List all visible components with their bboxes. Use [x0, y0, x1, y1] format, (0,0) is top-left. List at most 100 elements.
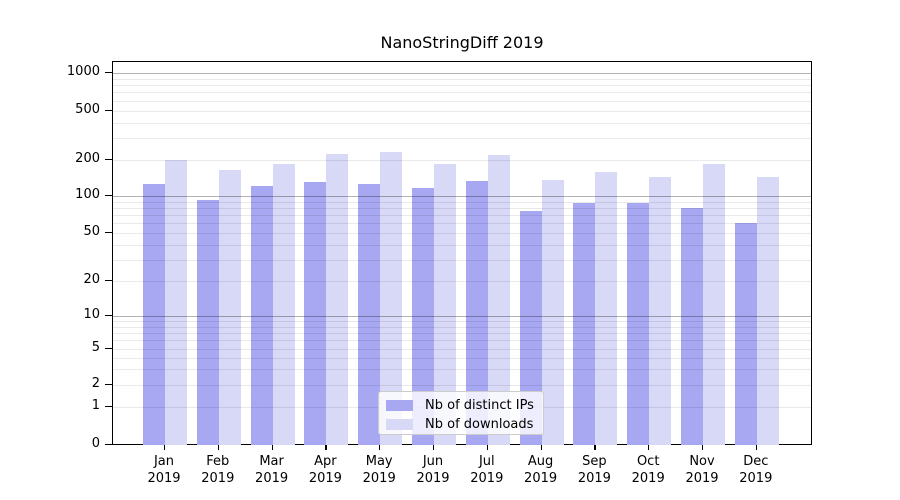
- bar-downloads-oct: [649, 177, 672, 445]
- legend-item-distinct-ips: Nb of distinct IPs: [386, 396, 543, 415]
- bar-downloads-dec: [756, 176, 779, 445]
- x-tick-mark-mar: [271, 445, 273, 450]
- x-tick-mark-feb: [217, 445, 219, 450]
- gridline-50: [113, 233, 811, 235]
- y-tick-label-50: 50: [83, 224, 100, 240]
- x-tick-mark-aug: [540, 445, 542, 450]
- y-tick-label-10: 10: [83, 306, 100, 322]
- x-tick-mark-oct: [648, 445, 650, 450]
- gridline-700: [113, 92, 811, 94]
- bar-distinct-ips-apr: [304, 182, 327, 445]
- y-tick-mark-50: [105, 232, 112, 234]
- gridline-40: [113, 244, 811, 246]
- x-tick-label-jul: Jul 2019: [470, 454, 504, 486]
- bar-downloads-nov: [703, 163, 725, 445]
- x-tick-mark-nov: [702, 445, 704, 450]
- gridline-300: [113, 138, 811, 140]
- x-tick-mark-apr: [325, 445, 327, 450]
- gridline-4: [113, 357, 811, 359]
- x-tick-mark-dec: [755, 445, 757, 450]
- gridline-2: [113, 385, 811, 386]
- gridline-10: [113, 315, 811, 317]
- y-tick-mark-500: [105, 109, 112, 111]
- gridline-60: [113, 223, 811, 225]
- plot-area: Nb of distinct IPs Nb of downloads: [112, 61, 812, 445]
- x-tick-mark-jun: [433, 445, 435, 450]
- gridline-400: [113, 122, 811, 124]
- y-tick-mark-5: [105, 348, 112, 350]
- legend-label-downloads: Nb of downloads: [425, 417, 534, 432]
- bar-downloads-jan: [165, 159, 187, 445]
- gridline-1000: [113, 73, 811, 74]
- gridline-800: [113, 85, 811, 87]
- bar-distinct-ips-jul: [465, 181, 488, 445]
- x-tick-label-feb: Feb 2019: [201, 454, 235, 486]
- x-tick-mark-sep: [594, 445, 596, 450]
- chart-title: NanoStringDiff 2019: [380, 33, 544, 52]
- gridline-90: [113, 201, 811, 203]
- y-tick-mark-10: [105, 314, 112, 316]
- gridline-80: [113, 208, 811, 209]
- legend-swatch-distinct-ips: [386, 400, 413, 411]
- x-tick-label-aug: Aug 2019: [524, 454, 558, 486]
- bar-distinct-ips-mar: [250, 185, 273, 445]
- gridline-9: [113, 320, 811, 322]
- gridline-70: [113, 215, 811, 217]
- y-tick-label-500: 500: [75, 101, 100, 117]
- bar-distinct-ips-oct: [627, 203, 650, 445]
- bar-distinct-ips-aug: [519, 210, 542, 445]
- gridline-6: [113, 340, 811, 342]
- y-tick-label-100: 100: [75, 187, 100, 202]
- x-tick-label-mar: Mar 2019: [255, 454, 289, 486]
- bar-distinct-ips-jan: [143, 184, 165, 445]
- legend: Nb of distinct IPs Nb of downloads: [378, 391, 544, 435]
- gridline-7: [113, 332, 811, 334]
- bar-distinct-ips-feb: [196, 200, 219, 445]
- bar-downloads-aug: [541, 179, 564, 445]
- y-tick-mark-100: [105, 195, 112, 197]
- y-tick-mark-20: [105, 279, 112, 281]
- x-tick-label-may: May 2019: [362, 454, 396, 486]
- bar-downloads-jun: [434, 164, 456, 445]
- bar-downloads-may: [380, 152, 403, 445]
- gridline-30: [113, 259, 811, 261]
- gridline-8: [113, 326, 811, 328]
- x-tick-mark-jan: [164, 445, 166, 450]
- gridline-5: [113, 349, 811, 351]
- x-tick-mark-may: [379, 445, 381, 450]
- x-tick-label-jan: Jan 2019: [147, 454, 181, 486]
- y-tick-mark-2: [105, 384, 112, 386]
- bar-downloads-feb: [218, 170, 241, 445]
- x-tick-label-nov: Nov 2019: [685, 454, 719, 486]
- y-tick-mark-0: [105, 443, 112, 445]
- y-tick-mark-200: [105, 158, 112, 160]
- x-tick-label-dec: Dec 2019: [739, 454, 773, 486]
- bar-downloads-mar: [272, 164, 295, 445]
- bar-distinct-ips-nov: [681, 208, 703, 445]
- bar-distinct-ips-may: [358, 183, 381, 445]
- bar-downloads-jul: [487, 155, 510, 445]
- gridline-600: [113, 100, 811, 102]
- y-tick-label-5: 5: [91, 340, 100, 356]
- bar-distinct-ips-dec: [734, 223, 757, 445]
- y-tick-label-1000: 1000: [66, 64, 100, 79]
- bar-distinct-ips-sep: [573, 203, 596, 445]
- x-tick-mark-jul: [486, 445, 488, 450]
- gridline-3: [113, 369, 811, 371]
- bar-downloads-apr: [326, 153, 349, 445]
- gridline-900: [113, 78, 811, 80]
- gridline-100: [113, 196, 811, 197]
- legend-swatch-downloads: [386, 419, 413, 430]
- y-tick-label-20: 20: [83, 271, 100, 287]
- y-tick-mark-1: [105, 405, 112, 407]
- y-tick-label-200: 200: [75, 150, 100, 166]
- bar-distinct-ips-jun: [412, 188, 434, 445]
- x-tick-label-oct: Oct 2019: [631, 454, 665, 486]
- bar-downloads-sep: [595, 172, 618, 445]
- gridline-200: [113, 159, 811, 161]
- y-tick-label-1: 1: [91, 397, 100, 413]
- legend-item-downloads: Nb of downloads: [386, 415, 543, 434]
- x-tick-label-jun: Jun 2019: [416, 454, 450, 486]
- y-tick-mark-1000: [105, 72, 112, 74]
